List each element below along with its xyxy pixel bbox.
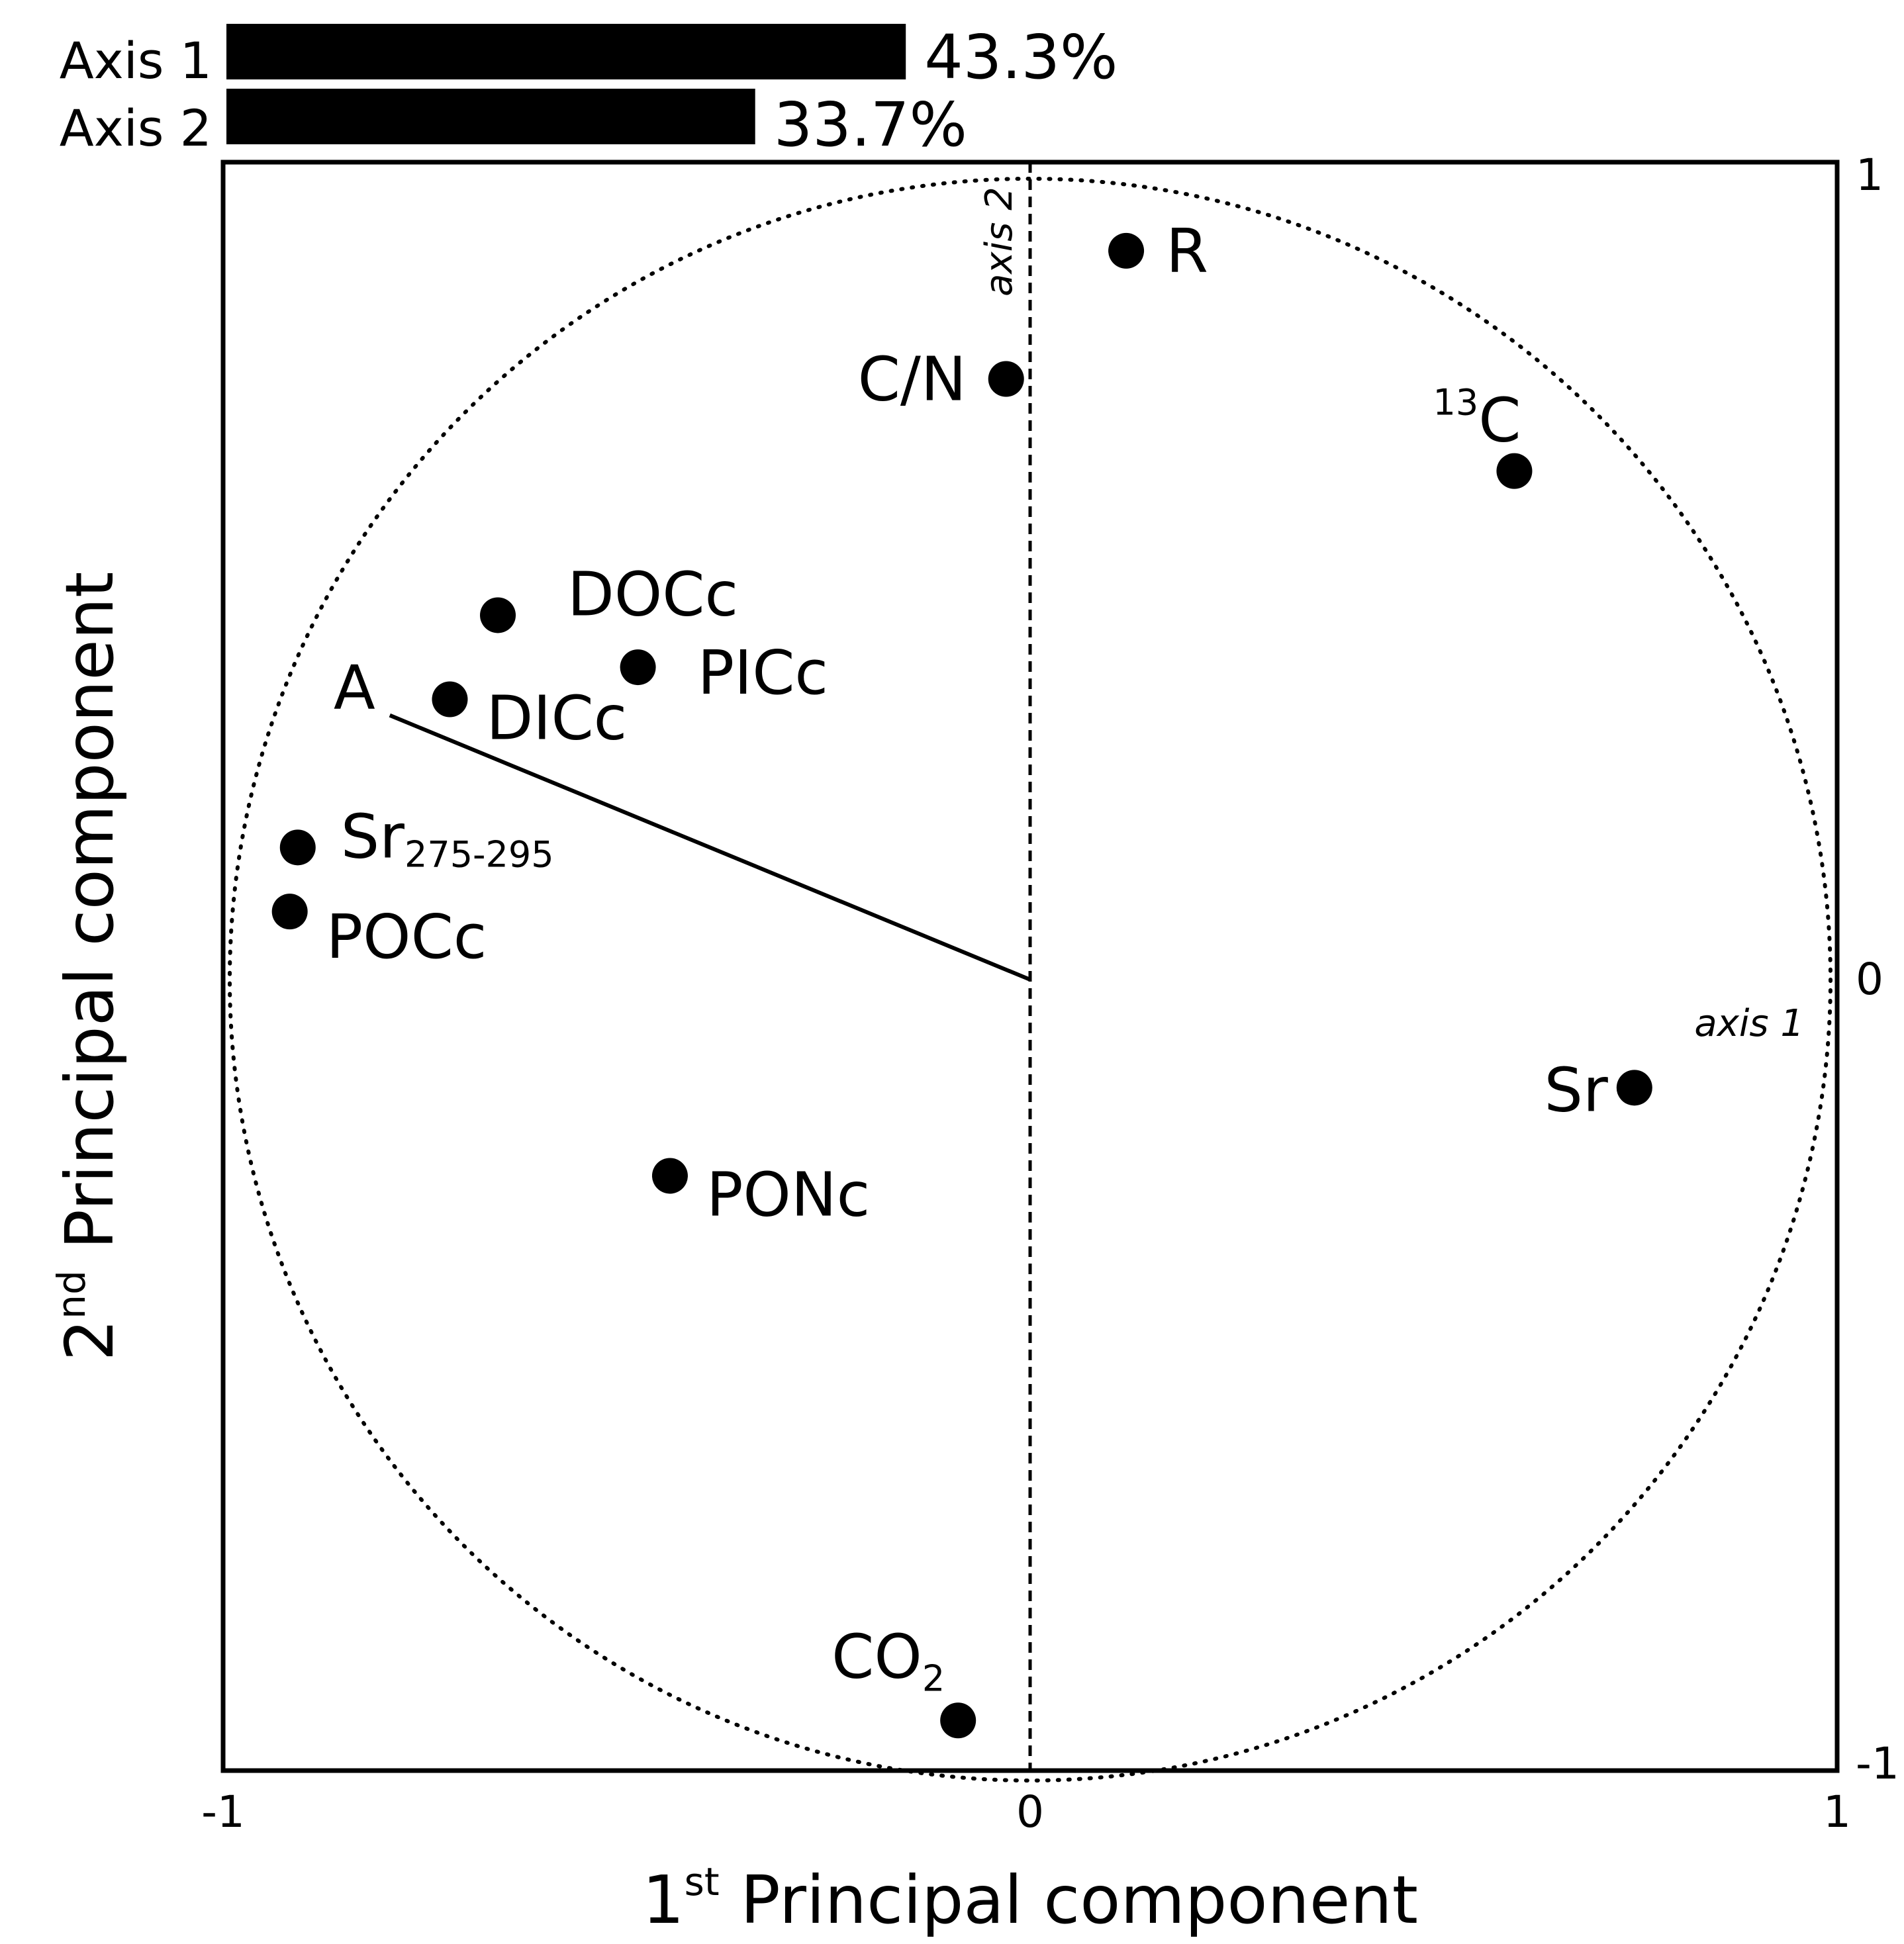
point-docc: [480, 597, 516, 633]
x-axis-title: 1st Principal component: [642, 1859, 1418, 1939]
point-sr275-295-label: Sr275-295: [341, 801, 554, 875]
point-pocc-label: POCc: [326, 902, 487, 972]
point-picc-label: PICc: [698, 637, 828, 708]
variable-points: R C/N 13C DOCc PICc DICc Sr275-295 POCc …: [271, 216, 1652, 1739]
axis2-reference-label: axis 2: [978, 187, 1021, 297]
point-pocc: [271, 894, 308, 930]
point-sr: [1616, 1070, 1652, 1106]
point-r: [1108, 232, 1145, 269]
point-docc-label: DOCc: [567, 559, 738, 629]
point-sr-label: Sr: [1545, 1054, 1608, 1125]
point-cn: [988, 361, 1024, 397]
axis1-reference-label: axis 1: [1694, 1002, 1804, 1045]
y-tick-label: 1: [1856, 150, 1883, 201]
point-cn-label: C/N: [858, 344, 967, 415]
axis2-variance-bar: [226, 89, 755, 144]
point-r-label: R: [1166, 216, 1208, 287]
axis2-variance-value: 33.7%: [774, 89, 967, 160]
y-tick-label: 0: [1856, 954, 1883, 1005]
y-axis-title: 2nd Principal component: [49, 572, 128, 1362]
point-dicc: [432, 681, 468, 717]
point-sr275-295: [279, 829, 316, 866]
explained-variance-legend: Axis 1 43.3% Axis 2 33.7%: [60, 22, 1118, 160]
vector-a-line: [389, 713, 1031, 982]
x-tick-label: 0: [1016, 1786, 1044, 1837]
axis1-variance-bar: [226, 24, 906, 79]
y-tick-labels: 1 0 -1: [1856, 150, 1899, 1789]
point-dicc-label: DICc: [486, 683, 627, 754]
point-13c-label: 13C: [1433, 382, 1521, 456]
x-tick-label: -1: [201, 1786, 245, 1837]
point-co2: [940, 1702, 976, 1739]
point-ponc-label: PONc: [706, 1159, 870, 1230]
x-tick-label: 1: [1823, 1786, 1851, 1837]
correlation-circle: [228, 177, 1833, 1782]
y-tick-label: -1: [1856, 1738, 1899, 1789]
axis2-variance-label: Axis 2: [60, 99, 212, 158]
axis1-variance-label: Axis 1: [60, 31, 212, 90]
point-13c: [1496, 453, 1533, 489]
point-picc: [620, 649, 656, 686]
point-ponc: [651, 1158, 688, 1194]
x-tick-labels: -1 0 1: [201, 1786, 1851, 1837]
axis1-variance-value: 43.3%: [924, 22, 1118, 93]
vector-a-label: A: [334, 653, 375, 723]
point-co2-label: CO2: [832, 1621, 945, 1699]
